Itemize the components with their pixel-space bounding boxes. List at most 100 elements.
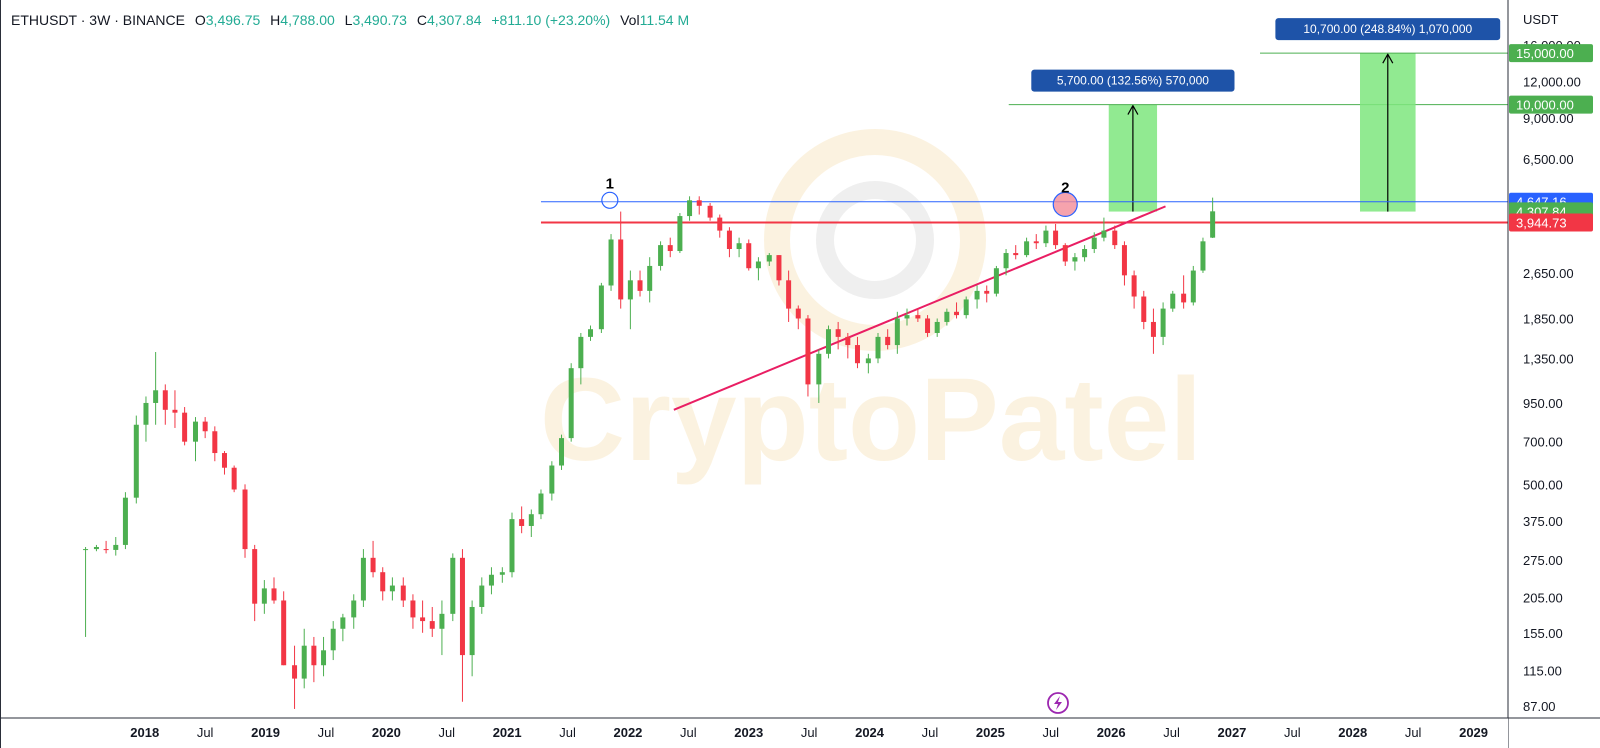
symbol-title[interactable]: ETHUSDT · 3W · BINANCE (11, 12, 185, 28)
candle-67 (746, 239, 752, 271)
candle-33 (410, 594, 416, 629)
candle-112 (1190, 265, 1196, 306)
candle-94 (1013, 245, 1019, 260)
candle-body (1210, 211, 1216, 238)
candle-95 (1024, 237, 1030, 258)
candle-79 (865, 353, 871, 374)
candle-85 (925, 315, 931, 337)
candle-body (153, 390, 159, 403)
candle-17 (252, 544, 258, 622)
candle-50 (578, 332, 584, 385)
candle-body (202, 421, 208, 432)
target-label-box-2 (1275, 18, 1501, 41)
candle-30 (380, 567, 386, 601)
x-tick-label: 2020 (372, 725, 401, 740)
candle-74 (816, 349, 822, 403)
change-value: +811.10 (+23.20%) (491, 12, 611, 28)
candle-body (717, 217, 723, 231)
candle-body (1062, 245, 1068, 262)
candle-body (925, 318, 931, 333)
candle-10 (182, 407, 188, 446)
candle-body (1013, 253, 1019, 256)
candle-23 (311, 636, 317, 683)
time-axis-bg (1, 718, 1508, 748)
price-label-box (1509, 95, 1593, 114)
candle-75 (825, 325, 831, 359)
x-tick-label: Jul (801, 725, 818, 740)
candle-body (865, 358, 871, 364)
candle-body (696, 200, 702, 206)
candle-body (301, 645, 307, 679)
candle-36 (439, 600, 445, 656)
candle-28 (360, 549, 366, 607)
x-tick-label: Jul (197, 725, 214, 740)
candle-body (488, 574, 494, 586)
candle-20 (281, 591, 287, 666)
candle-68 (755, 257, 761, 281)
pivot-label-2: 2 (1061, 179, 1069, 196)
candle-body (845, 336, 851, 346)
candle-56 (637, 270, 643, 297)
candle-body (776, 255, 782, 281)
open-label: O (194, 12, 206, 28)
target-label-box-1 (1031, 69, 1235, 92)
lightning-icon[interactable] (1047, 692, 1069, 714)
volume-label: Vol (620, 12, 640, 28)
candle-26 (340, 613, 346, 642)
candle-47 (549, 461, 555, 501)
candle-2 (103, 540, 109, 554)
candle-body (330, 628, 336, 651)
candle-21 (292, 645, 298, 709)
candle-96 (1033, 234, 1039, 250)
y-tick-label: 275.00 (1523, 553, 1563, 568)
candle-43 (509, 512, 515, 578)
candle-83 (904, 308, 910, 326)
candle-body (519, 519, 525, 526)
candle-7 (153, 352, 159, 425)
candle-61 (687, 196, 693, 221)
price-axis-unit: USDT (1523, 12, 1559, 27)
candle-body (568, 368, 574, 439)
x-tick-label: Jul (438, 725, 455, 740)
candle-52 (598, 282, 604, 333)
candle-body (410, 600, 416, 618)
candle-62 (696, 196, 702, 215)
lightning-icon-bolt (1054, 696, 1062, 710)
open-value: 3,496.75 (205, 12, 261, 28)
candle-103 (1101, 217, 1107, 242)
candle-body (292, 665, 298, 679)
candle-body (786, 280, 792, 309)
candle-46 (538, 489, 544, 520)
candle-body (1190, 270, 1196, 303)
candle-102 (1091, 232, 1097, 254)
candle-81 (885, 329, 891, 350)
candle-body (736, 243, 742, 250)
candle-22 (301, 628, 307, 689)
candle-body (1072, 257, 1078, 262)
y-tick-label: 1,350.00 (1523, 351, 1574, 366)
y-tick-label: 155.00 (1523, 626, 1563, 641)
x-tick-label: Jul (318, 725, 335, 740)
candle-100 (1072, 253, 1078, 271)
close-label: C (416, 12, 427, 28)
candle-110 (1170, 290, 1176, 312)
candle-body (221, 453, 227, 468)
candle-71 (786, 270, 792, 322)
candle-11 (192, 417, 198, 462)
candle-32 (400, 577, 406, 607)
candle-101 (1082, 245, 1088, 262)
watermark-inner (816, 181, 934, 299)
candle-98 (1053, 223, 1059, 250)
trendline (673, 205, 1166, 411)
y-tick-label: 6,500.00 (1523, 152, 1574, 167)
candle-63 (707, 203, 713, 221)
candle-body (459, 557, 465, 656)
candle-body (420, 617, 426, 622)
candle-body (647, 265, 653, 291)
candle-1 (93, 544, 99, 552)
x-tick-label: 2021 (493, 725, 522, 740)
candle-8 (162, 384, 168, 425)
candle-body (192, 421, 198, 442)
